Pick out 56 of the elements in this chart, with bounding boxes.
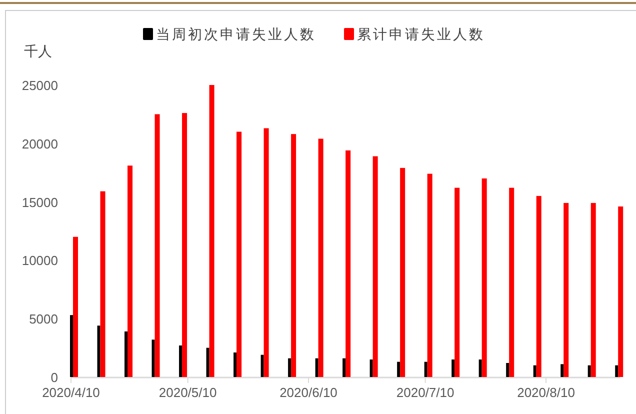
bar (264, 128, 269, 377)
legend-label: 当周初次申请失业人数 (156, 26, 316, 42)
bar (618, 206, 624, 377)
bar (260, 354, 264, 377)
legend-label: 累计申请失业人数 (357, 26, 485, 42)
bar (73, 236, 78, 377)
bar (342, 358, 346, 377)
bar (97, 326, 100, 377)
y-tick-label: 5000 (29, 312, 58, 327)
bar (128, 166, 133, 377)
x-tick-label: 2020/8/10 (517, 385, 575, 400)
bar (590, 202, 596, 377)
bar (533, 365, 536, 377)
bar (454, 188, 460, 377)
bar (234, 352, 237, 377)
bar (482, 178, 487, 377)
x-tick-label: 2020/4/10 (42, 385, 100, 400)
bar (236, 132, 242, 377)
bar (615, 365, 618, 377)
bar (452, 359, 455, 377)
y-tick-label: 15000 (22, 194, 58, 210)
bar (478, 359, 482, 377)
bar (291, 134, 296, 377)
bar (427, 174, 432, 377)
y-tick-label: 20000 (22, 136, 58, 152)
bar (372, 156, 378, 377)
bar (206, 348, 210, 377)
bar (588, 365, 591, 377)
bar (288, 358, 292, 377)
bar (154, 114, 160, 377)
bar (179, 345, 182, 377)
bar (315, 358, 318, 377)
bar (397, 362, 400, 377)
x-tick-label: 2020/7/10 (396, 385, 454, 400)
x-tick-label: 2020/5/10 (158, 385, 217, 400)
bar (100, 191, 106, 377)
bar (318, 138, 324, 377)
bar (370, 359, 373, 377)
y-axis-title: 千人 (24, 43, 52, 59)
bar (346, 150, 351, 377)
bar (509, 188, 514, 377)
bar (536, 196, 542, 377)
bar (70, 315, 73, 377)
x-tick-label: 2020/6/10 (280, 385, 338, 400)
bar (424, 362, 428, 377)
y-tick-label: 10000 (22, 253, 58, 268)
y-tick-label: 25000 (22, 78, 58, 93)
bar (564, 202, 569, 377)
bar (400, 168, 406, 377)
bar (124, 331, 128, 377)
bar (182, 113, 188, 377)
bar (560, 364, 564, 377)
bar (209, 85, 214, 377)
y-tick-label: 0 (50, 370, 58, 385)
bar (506, 362, 510, 377)
bar (152, 340, 155, 377)
